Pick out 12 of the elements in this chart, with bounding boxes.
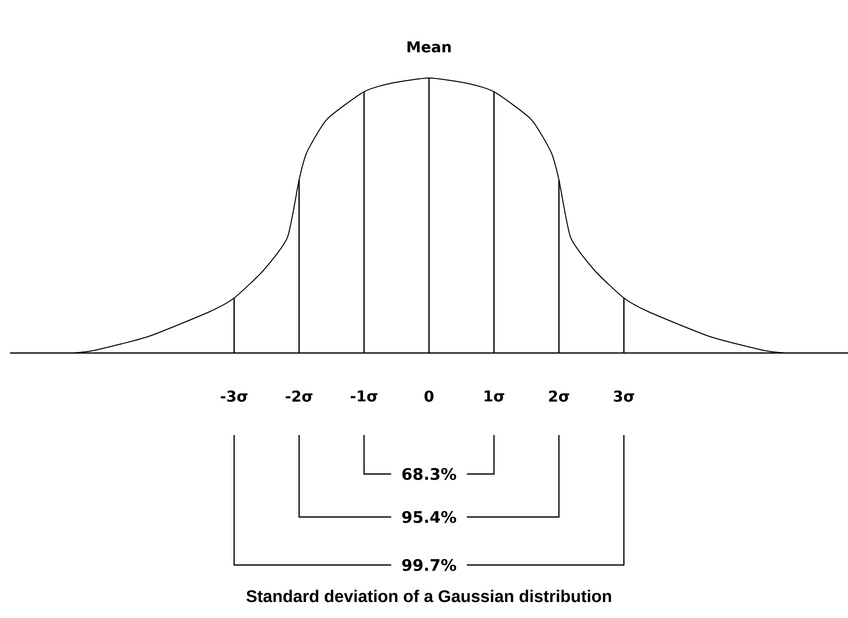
annotation: Mean [408,41,451,52]
x-tick-label: 2σ [549,390,570,402]
text: 99.7% [402,558,456,572]
x-tick-label: 0 [424,390,434,402]
x-tick-label: -2σ [286,390,312,402]
text: 95.4% [402,510,456,524]
x-tick-label: -1σ [350,390,378,402]
x-tick-label: -3σ [220,390,248,402]
text: 68.3% [402,468,456,480]
text: Standard deviation of a Gaussian distribution [246,590,612,602]
x-tick-label: 1σ [484,390,504,402]
x-tick-label: 3σ [614,390,634,402]
